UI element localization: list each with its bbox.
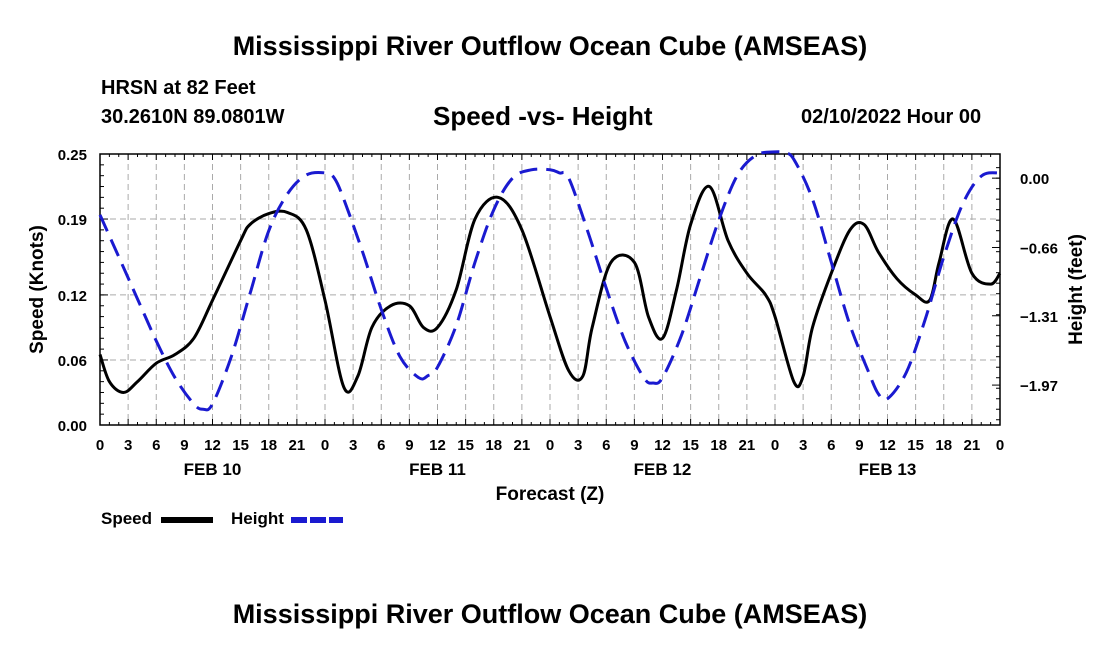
- x-tick-label: 6: [602, 437, 610, 454]
- chart-title: Mississippi River Outflow Ocean Cube (AM…: [232, 31, 868, 61]
- x-tick-label: 0: [771, 437, 779, 454]
- x-tick-label: 18: [710, 437, 727, 454]
- x-tick-label: 0: [546, 437, 554, 454]
- x-day-label: FEB 10: [184, 460, 242, 479]
- series-line-speed: [98, 184, 1002, 394]
- x-tick-label: 9: [405, 437, 413, 454]
- x-tick-label: 3: [799, 437, 807, 454]
- x-tick-label: 21: [514, 437, 531, 454]
- legend-speed-label: Speed: [101, 509, 153, 528]
- x-tick-label: 6: [377, 437, 385, 454]
- legend-height-label: Height: [231, 509, 284, 528]
- plot-frame: [99, 153, 1001, 426]
- x-tick-label: 15: [682, 437, 699, 454]
- y-axis-title-right: Height (feet): [1066, 234, 1087, 345]
- x-tick-label: 15: [457, 437, 474, 454]
- chart-subtitle: Speed -vs- Height: [433, 101, 653, 131]
- x-tick-label: 12: [879, 437, 896, 454]
- x-axis-title: Forecast (Z): [496, 484, 605, 505]
- x-day-label: FEB 11: [409, 460, 466, 479]
- y-tick-label-left: 0.06: [58, 353, 87, 370]
- x-tick-label: 6: [827, 437, 835, 454]
- x-tick-label: 12: [429, 437, 446, 454]
- x-day-label: FEB 13: [859, 460, 917, 479]
- x-tick-label: 12: [204, 437, 221, 454]
- location-label: 30.2610N 89.0801W: [101, 106, 285, 128]
- x-tick-label: 0: [996, 437, 1004, 454]
- x-tick-label: 0: [96, 437, 104, 454]
- x-tick-label: 0: [321, 437, 329, 454]
- footer-title: Mississippi River Outflow Ocean Cube (AM…: [232, 599, 868, 629]
- y-tick-label-left: 0.25: [58, 147, 87, 164]
- x-tick-label: 9: [630, 437, 638, 454]
- x-tick-label: 12: [654, 437, 671, 454]
- y-axis-title-left: Speed (Knots): [27, 225, 48, 354]
- y-tick-label-right: −1.97: [1020, 378, 1058, 395]
- series-line-height: [98, 150, 1001, 412]
- y-tick-label-right: −0.66: [1020, 240, 1058, 257]
- y-tick-label-right: −1.31: [1020, 309, 1058, 326]
- x-tick-label: 15: [232, 437, 249, 454]
- x-tick-label: 18: [935, 437, 952, 454]
- x-tick-label: 18: [485, 437, 502, 454]
- x-tick-label: 3: [349, 437, 357, 454]
- x-tick-label: 18: [260, 437, 277, 454]
- x-tick-label: 9: [855, 437, 863, 454]
- y-tick-label-left: 0.12: [58, 288, 87, 305]
- y-tick-label-left: 0.19: [58, 212, 87, 229]
- x-tick-label: 3: [574, 437, 582, 454]
- x-tick-label: 21: [964, 437, 981, 454]
- x-tick-label: 21: [739, 437, 756, 454]
- date-label: 02/10/2022 Hour 00: [801, 106, 982, 128]
- x-day-label: FEB 12: [634, 460, 692, 479]
- y-tick-label-right: 0.00: [1020, 171, 1049, 188]
- x-tick-label: 15: [907, 437, 924, 454]
- x-tick-label: 3: [124, 437, 132, 454]
- x-tick-label: 6: [152, 437, 160, 454]
- station-label: HRSN at 82 Feet: [101, 77, 256, 99]
- y-tick-label-left: 0.00: [58, 418, 87, 435]
- x-tick-label: 9: [180, 437, 188, 454]
- x-tick-label: 21: [289, 437, 306, 454]
